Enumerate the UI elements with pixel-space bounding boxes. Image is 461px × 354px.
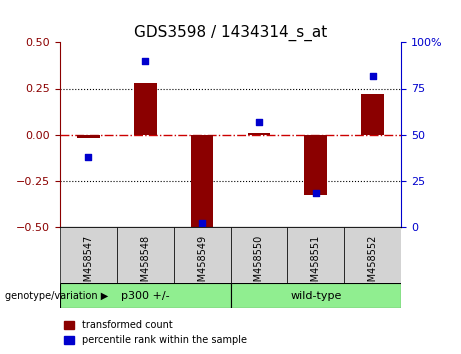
FancyBboxPatch shape xyxy=(287,227,344,283)
Bar xyxy=(134,83,157,135)
Point xyxy=(255,119,263,125)
Legend: transformed count, percentile rank within the sample: transformed count, percentile rank withi… xyxy=(60,316,250,349)
Text: GSM458551: GSM458551 xyxy=(311,235,321,294)
Text: GSM458547: GSM458547 xyxy=(83,235,94,294)
Bar xyxy=(304,135,327,195)
Text: GSM458550: GSM458550 xyxy=(254,235,264,294)
Bar xyxy=(248,133,270,135)
FancyBboxPatch shape xyxy=(344,227,401,283)
Text: GSM458548: GSM458548 xyxy=(140,235,150,294)
FancyBboxPatch shape xyxy=(174,227,230,283)
Title: GDS3598 / 1434314_s_at: GDS3598 / 1434314_s_at xyxy=(134,25,327,41)
Text: GSM458552: GSM458552 xyxy=(367,235,378,295)
Point xyxy=(369,73,376,79)
Text: wild-type: wild-type xyxy=(290,291,342,301)
Bar xyxy=(361,94,384,135)
FancyBboxPatch shape xyxy=(230,227,287,283)
Text: genotype/variation ▶: genotype/variation ▶ xyxy=(5,291,108,301)
Bar xyxy=(191,135,213,228)
FancyBboxPatch shape xyxy=(60,227,117,283)
Point xyxy=(312,190,319,196)
Point xyxy=(142,58,149,64)
FancyBboxPatch shape xyxy=(60,283,230,308)
FancyBboxPatch shape xyxy=(117,227,174,283)
Point xyxy=(198,220,206,226)
Bar xyxy=(77,135,100,138)
Text: GSM458549: GSM458549 xyxy=(197,235,207,294)
Text: p300 +/-: p300 +/- xyxy=(121,291,170,301)
Point xyxy=(85,154,92,159)
FancyBboxPatch shape xyxy=(230,283,401,308)
